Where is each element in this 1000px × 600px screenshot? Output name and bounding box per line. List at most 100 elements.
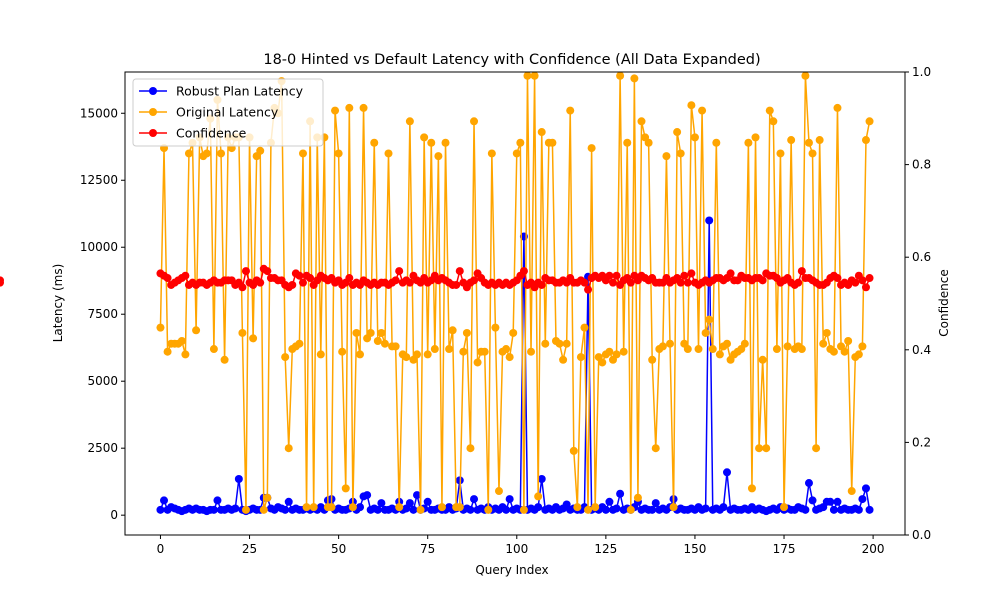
data-point [765,106,774,115]
data-point [177,337,186,346]
data-point [359,103,368,112]
x-tick-label: 100 [505,542,528,556]
data-point [787,136,796,145]
data-point [826,497,835,506]
data-point [719,503,728,512]
data-point [259,505,268,514]
legend-label: Confidence [176,126,247,141]
data-point [797,267,806,276]
y2-tick-label: 0.0 [912,528,931,542]
data-point [676,278,685,287]
data-point [192,326,201,335]
data-point [263,493,272,502]
data-point [156,505,165,514]
data-point [861,136,870,145]
data-point [601,505,610,514]
data-point [484,505,493,514]
data-point [687,101,696,110]
data-point [755,444,764,453]
data-point [413,491,422,500]
data-point [341,484,350,493]
data-point [612,504,621,513]
data-point [377,499,386,508]
data-point [348,503,357,512]
data-point [808,149,817,158]
data-point [391,276,400,285]
data-point [772,345,781,354]
data-point [534,492,543,501]
data-point [616,71,625,80]
data-point [505,353,514,362]
x-tick-label: 75 [420,542,435,556]
y-tick-label: 10000 [80,240,118,254]
y2-axis-label: Confidence [937,269,951,336]
data-point [744,138,753,147]
data-point [163,347,172,356]
data-point [427,138,436,147]
data-point [494,487,503,496]
data-point [591,503,600,512]
plot-frame [124,71,906,536]
data-point [380,339,389,348]
y2-tick-label: 0.8 [912,158,931,172]
data-point [726,269,735,278]
data-point [648,505,657,514]
y-axis-label: Latency (ms) [51,264,65,343]
data-point [662,152,671,161]
legend-marker [149,87,157,95]
data-point [833,497,842,506]
data-point [865,117,874,126]
data-point [281,353,290,362]
legend: Robust Plan Latency Original Latency Confi… [132,78,324,147]
data-point [509,328,518,337]
data-point [626,278,635,287]
data-point [502,345,511,354]
data-point [812,444,821,453]
legend-box [132,78,324,147]
data-point [309,503,318,512]
data-point [234,475,243,484]
data-point [562,339,571,348]
data-point [537,128,546,137]
data-point [160,496,169,505]
data-point [487,149,496,158]
data-point [612,271,621,280]
data-point [666,339,675,348]
data-point [676,149,685,158]
data-point [217,149,226,158]
data-point [833,274,842,283]
x-tick-label: 125 [594,542,617,556]
data-point [256,146,265,155]
data-point [683,345,692,354]
data-point [452,280,461,289]
data-point [633,493,642,502]
data-point [708,345,717,354]
data-point [712,138,721,147]
data-point [441,138,450,147]
data-point [587,144,596,153]
data-point [584,505,593,514]
data-point [683,278,692,287]
data-point [519,267,528,276]
legend-label: Original Latency [176,105,279,120]
data-point [430,345,439,354]
data-point [794,278,803,287]
data-point [701,504,710,513]
data-point [740,339,749,348]
data-point [502,505,511,514]
data-point [616,489,625,498]
data-point [423,350,432,359]
data-point [698,106,707,115]
data-point [238,328,247,337]
data-point [537,475,546,484]
data-point [844,337,853,346]
data-point [537,280,546,289]
data-point [331,106,340,115]
data-point [249,334,258,343]
data-point [619,347,628,356]
data-point [651,444,660,453]
data-point [355,350,364,359]
data-point [858,495,867,504]
data-point [395,503,404,512]
